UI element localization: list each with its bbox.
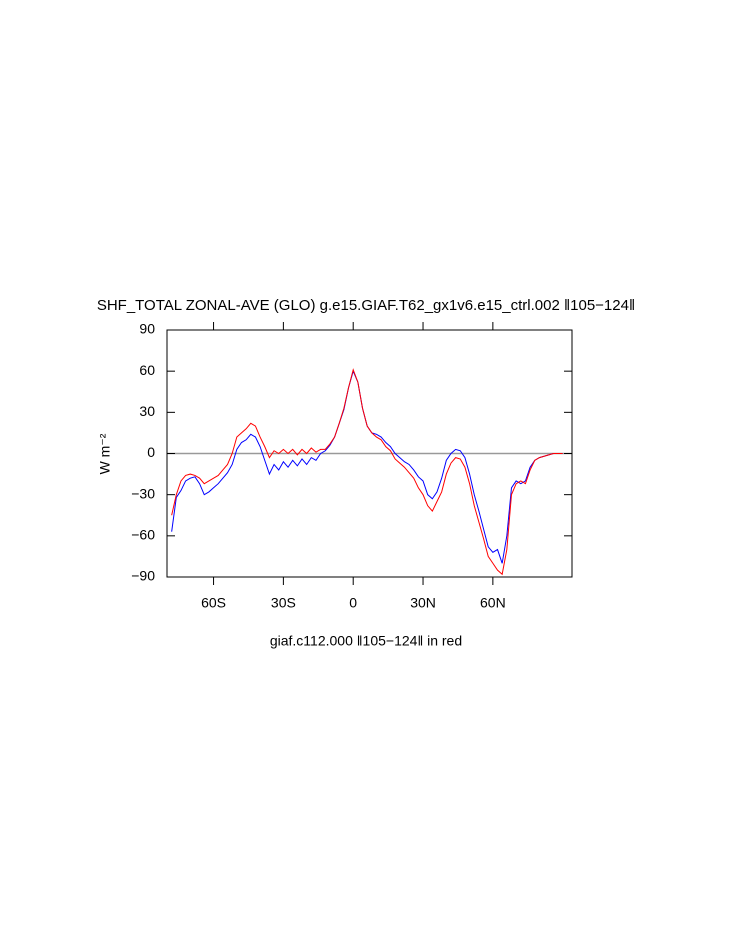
x-axis-label: giaf.c112.000 ‖105−124‖ in red <box>270 633 462 649</box>
chart-title: SHF_TOTAL ZONAL-AVE (GLO) g.e15.GIAF.T62… <box>97 297 635 314</box>
series-line <box>171 368 563 576</box>
y-tick-label: −60 <box>131 527 155 543</box>
x-tick-label: 30S <box>271 595 296 611</box>
y-tick-label: 0 <box>147 444 155 460</box>
y-tick-label: −90 <box>131 568 155 584</box>
x-tick-label: 30N <box>410 595 436 611</box>
x-tick-label: 60S <box>201 595 226 611</box>
x-tick-label: 0 <box>349 595 357 611</box>
y-tick-label: 90 <box>139 321 155 337</box>
plot-frame <box>166 329 573 578</box>
y-tick-label: 30 <box>139 403 155 419</box>
series-line <box>171 369 563 564</box>
y-tick-label: 60 <box>139 362 155 378</box>
y-axis-label: W m⁻² <box>97 433 113 474</box>
y-tick-label: −30 <box>131 485 155 501</box>
x-tick-label: 60N <box>480 595 506 611</box>
